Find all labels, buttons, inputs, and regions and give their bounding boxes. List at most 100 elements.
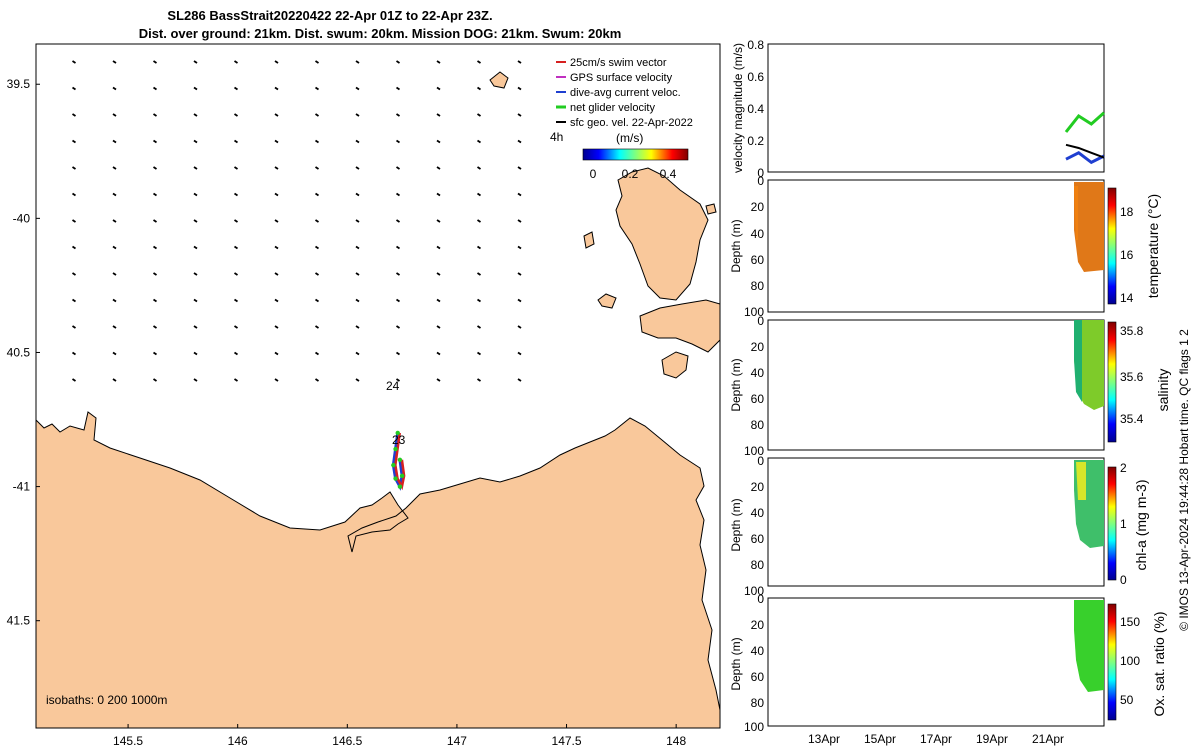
oxygen-panel: 0 20 40 60 80 100 Depth (m) 150 100 50 O… [729, 592, 1167, 734]
velocity-lines [1064, 111, 1105, 165]
oxygen-cbar-tick: 150 [1120, 615, 1140, 629]
legend-gps-velocity: GPS surface velocity [570, 72, 673, 84]
lon-tick-label: 147.5 [552, 734, 582, 748]
sfc-velocity-arrow [72, 298, 76, 303]
flinders-island [615, 167, 709, 301]
sfc-velocity-arrow [477, 86, 481, 91]
sfc-velocity-arrow [517, 113, 522, 117]
sfc-velocity-arrow [72, 325, 76, 329]
sfc-velocity-arrow [234, 166, 238, 170]
depth-tick: 60 [751, 392, 765, 406]
salinity-section-detail [1074, 320, 1082, 402]
depth-tick: 80 [751, 558, 765, 572]
sfc-velocity-arrow [396, 272, 400, 276]
depth-tick: 100 [744, 444, 764, 458]
sfc-velocity-arrow [153, 166, 157, 170]
small-island [583, 231, 595, 249]
colorbar-unit-label: (m/s) [616, 131, 643, 145]
chla-cbar-tick: 1 [1120, 517, 1127, 531]
map-legend: 25cm/s swim vector GPS surface velocity … [550, 57, 693, 181]
sfc-velocity-arrow [436, 60, 441, 64]
sfc-velocity-arrow [234, 272, 238, 276]
isobaths-label: isobaths: 0 200 1000m [46, 693, 167, 707]
sfc-velocity-arrow [517, 219, 522, 223]
sfc-velocity-arrow [234, 325, 238, 329]
sfc-velocity-arrow [72, 86, 76, 91]
sfc-velocity-arrow [153, 272, 157, 276]
sfc-velocity-arrow [436, 298, 441, 303]
sfc-velocity-arrow [517, 192, 522, 197]
chla-yticks: 0 20 40 60 80 100 [744, 454, 764, 598]
sfc-velocity-arrow [517, 86, 522, 91]
sfc-velocity-arrow [396, 245, 400, 250]
sfc-velocity-arrow [274, 351, 279, 356]
sfc-velocity-arrow [193, 60, 198, 64]
sfc-velocity-arrow [477, 60, 481, 64]
sfc-velocity-arrow [234, 192, 238, 197]
depth-tick: 40 [751, 506, 765, 520]
sfc-velocity-arrow [234, 86, 238, 91]
sfc-velocity-arrow [193, 245, 198, 250]
depth-tick: 40 [751, 227, 765, 241]
lon-tick-label: 146 [228, 734, 248, 748]
temperature-section-detail [1074, 186, 1078, 240]
legend-dive-avg: dive-avg current veloc. [570, 87, 681, 99]
oxygen-cbar-label: Ox. sat. ratio (%) [1151, 611, 1167, 716]
depth-tick: 80 [751, 696, 765, 710]
legend-sfc-geo: sfc geo. vel. 22-Apr-2022 [570, 117, 693, 129]
sfc-velocity-arrow [436, 166, 441, 170]
sfc-velocity-arrow [72, 166, 76, 170]
date-tick: 13Apr [808, 732, 840, 746]
temperature-ylabel: Depth (m) [729, 219, 743, 272]
sfc-velocity-arrow [72, 351, 76, 356]
copyright-note: © IMOS 13-Apr-2024 19:44:28 Hobart time.… [1177, 329, 1191, 631]
sfc-velocity-arrow [396, 325, 400, 329]
sfc-velocity-arrow [315, 325, 319, 329]
depth-tick: 40 [751, 644, 765, 658]
sfc-velocity-arrow [517, 325, 522, 329]
sfc-velocity-arrow [274, 86, 279, 91]
sfc-velocity-arrow [72, 113, 76, 117]
sfc-velocity-arrow [436, 219, 441, 223]
sfc-velocity-arrow [193, 192, 198, 197]
sfc-velocity-arrow [274, 325, 279, 329]
tasmania-land [35, 411, 721, 729]
temperature-axes [767, 179, 1105, 313]
sfc-velocity-arrow [193, 139, 198, 144]
sfc-velocity-arrow [517, 378, 522, 382]
depth-tick: 0 [757, 592, 764, 606]
sfc-velocity-arrow [477, 192, 481, 197]
temperature-cbar-label: temperature (°C) [1145, 194, 1161, 298]
sfc-velocity-arrow [112, 325, 117, 329]
sfc-velocity-arrow [355, 166, 360, 170]
track-point [391, 462, 396, 468]
sfc-velocity-arrow [72, 272, 76, 276]
salinity-cbar-tick: 35.6 [1120, 370, 1144, 384]
salinity-axes [767, 319, 1105, 451]
sfc-velocity-arrow [274, 60, 279, 64]
oxygen-colorbar [1107, 603, 1117, 721]
oxygen-yticks: 0 20 40 60 80 100 [744, 592, 764, 734]
sfc-velocity-arrow [396, 351, 400, 356]
lat-tick-label: 40.5 [7, 345, 31, 359]
track-point [397, 457, 403, 462]
velocity-ytick: 0 [757, 166, 764, 180]
lat-tick-label: -40 [13, 211, 31, 225]
sfc-velocity-arrow [436, 351, 441, 356]
sfc-velocity-arrow [477, 351, 481, 356]
sfc-velocity-arrow [396, 60, 400, 64]
chla-cbar-tick: 0 [1120, 573, 1127, 587]
sfc-velocity-arrow [234, 245, 238, 250]
salinity-panel: 0 20 40 60 80 100 Depth (m) 35.8 35.6 35… [729, 314, 1171, 458]
sfc-velocity-arrow [112, 192, 117, 197]
depth-tick: 20 [751, 480, 765, 494]
colorbar-tick: 0 [590, 167, 597, 181]
sfc-velocity-arrow [315, 219, 319, 223]
sfc-velocity-arrow [112, 139, 117, 144]
sfc-velocity-arrow [517, 139, 522, 144]
temperature-panel: 0 20 40 60 80 100 Depth (m) 18 16 14 tem… [729, 174, 1161, 319]
time-label: 4h [550, 130, 563, 144]
sfc-velocity-arrow [517, 351, 522, 356]
sfc-velocity-arrow [436, 139, 441, 144]
sfc-velocity-arrow [153, 139, 157, 144]
